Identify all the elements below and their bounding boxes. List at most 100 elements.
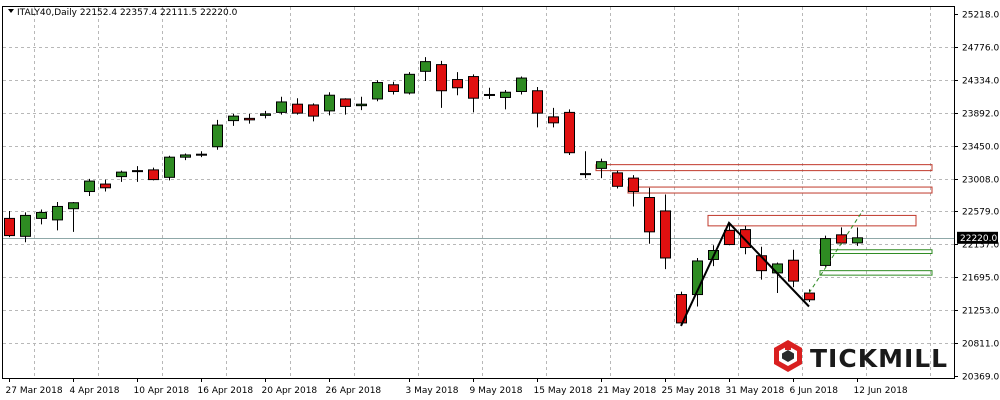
candle: [180, 153, 191, 161]
candle: [660, 194, 671, 270]
x-tick-label: 12 Jun 2018: [854, 386, 908, 396]
candle: [532, 87, 543, 128]
projection-line: [808, 209, 864, 294]
candle: [484, 87, 495, 99]
candle-body-down: [100, 183, 111, 189]
x-tick-label: 6 Jun 2018: [790, 386, 839, 396]
candle-body-up: [356, 103, 367, 107]
candle: [4, 210, 15, 238]
candle: [244, 113, 255, 124]
candle-body-down: [548, 116, 559, 124]
candle-body-up: [52, 205, 63, 221]
candle-body-up: [196, 153, 207, 156]
candle-body-down: [468, 76, 479, 99]
candle: [500, 89, 511, 110]
x-tick-label: 3 May 2018: [406, 386, 459, 396]
candle: [724, 222, 735, 246]
candle: [388, 81, 399, 95]
x-tick-label: 20 Apr 2018: [262, 386, 318, 396]
candle: [68, 201, 79, 232]
candle-body-down: [660, 210, 671, 259]
candle-body-down: [340, 98, 351, 107]
resistance-zone: [707, 214, 917, 227]
candle: [196, 151, 207, 158]
candle: [612, 170, 623, 189]
candle-body-down: [436, 64, 447, 92]
candle-body-up: [276, 101, 287, 113]
candle-body-down: [804, 292, 815, 301]
x-tick-label: 9 May 2018: [470, 386, 523, 396]
candle-body-down: [148, 169, 159, 181]
candles: [4, 57, 863, 326]
zigzag-pattern-line: [680, 221, 810, 327]
candle: [564, 109, 575, 155]
chart-title: ITALY40,Daily 22152.4 22357.4 22111.5 22…: [8, 8, 238, 18]
candle-body-down: [612, 172, 623, 187]
candle-body-down: [388, 84, 399, 92]
candle-body-up: [852, 237, 863, 244]
x-tick-label: 31 May 2018: [726, 386, 785, 396]
y-tick-label: 23450.0: [962, 143, 999, 153]
overlays: [680, 209, 864, 327]
candle-body-up: [404, 73, 415, 94]
candle-body-up: [772, 263, 783, 274]
candle: [516, 76, 527, 95]
candle-body-up: [820, 238, 831, 266]
candle: [260, 110, 271, 119]
candle-body-down: [724, 229, 735, 246]
candle: [276, 96, 287, 115]
candle-body-up: [36, 211, 47, 219]
candle-body-up: [500, 91, 511, 98]
y-tick-label: 22137.0: [962, 241, 999, 251]
candle-body-down: [740, 229, 751, 249]
candle-body-up: [228, 115, 239, 122]
candle: [372, 80, 383, 102]
candle-body-up: [324, 94, 335, 112]
candle: [308, 103, 319, 122]
x-tick-label: 21 May 2018: [598, 386, 657, 396]
grid: [3, 7, 954, 378]
x-axis: 27 Mar 2018 4 Apr 2018 10 Apr 2018 16 Apr 2…: [6, 378, 908, 396]
candle-body-up: [20, 214, 31, 237]
candle: [324, 92, 335, 116]
candle: [36, 209, 47, 225]
candle-body-down: [580, 173, 591, 176]
candle: [84, 178, 95, 197]
candle: [52, 201, 63, 231]
y-tick-label: 23892.0: [962, 110, 999, 120]
y-tick-label: 23008.0: [962, 176, 999, 186]
candle: [404, 72, 415, 95]
candle-body-down: [628, 177, 639, 193]
candle-body-down: [644, 197, 655, 233]
candle-body-down: [564, 111, 575, 154]
candle-body-up: [420, 61, 431, 72]
y-tick-label: 24776.0: [962, 44, 999, 54]
candle-body-down: [788, 259, 799, 282]
x-tick-label: 16 Apr 2018: [198, 386, 254, 396]
candle-body-down: [292, 103, 303, 114]
candle: [148, 167, 159, 181]
candle-body-down: [308, 104, 319, 117]
x-tick-label: 4 Apr 2018: [70, 386, 120, 396]
candle: [644, 187, 655, 244]
current-price-tag: [957, 231, 998, 244]
candle-body-down: [4, 217, 15, 237]
y-tick-label: 22579.0: [962, 208, 999, 218]
candle: [820, 235, 831, 267]
candle-body-up: [260, 113, 271, 116]
caret-down-icon[interactable]: [8, 9, 14, 13]
candle-body-down: [452, 79, 463, 89]
candle-body-up: [84, 180, 95, 193]
y-tick-label: 20811.0: [962, 340, 999, 350]
candle-body-up: [180, 154, 191, 158]
candle-body-up: [484, 93, 495, 96]
tickmill-logo-text: TICKMILL: [810, 344, 948, 373]
candle: [548, 107, 559, 128]
x-tick-label: 26 Apr 2018: [326, 386, 382, 396]
current-price-label: 22220.0: [960, 234, 997, 244]
candle-body-up: [164, 156, 175, 178]
y-axis: 25218.0 24776.0 24334.0 23892.0 23450.0 23008…: [954, 11, 999, 383]
candle: [580, 151, 591, 179]
